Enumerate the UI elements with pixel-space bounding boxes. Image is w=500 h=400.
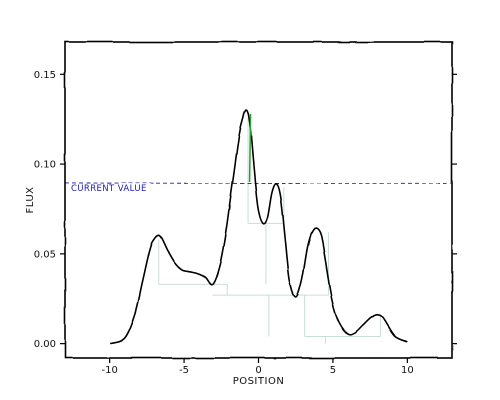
x-tick-label: 10 bbox=[401, 365, 414, 376]
y-tick-label: 0.10 bbox=[34, 160, 56, 171]
x-tick-label: 0 bbox=[255, 365, 261, 376]
x-tick-label: 5 bbox=[330, 365, 336, 376]
y-tick-label: 0.05 bbox=[34, 249, 56, 260]
y-axis-label: FLUX bbox=[25, 187, 36, 214]
reference-line bbox=[64, 182, 453, 185]
plot-area: CURRENT VALUE -10 -5 0 5 10 0.00 0.05 0.10 0.15 PO… bbox=[25, 41, 457, 387]
reference-line-label: CURRENT VALUE bbox=[71, 184, 147, 194]
y-tick-label: 0.15 bbox=[34, 70, 56, 81]
x-tick-label: -10 bbox=[101, 365, 117, 376]
axes-frame bbox=[64, 41, 453, 359]
x-axis-label: POSITION bbox=[233, 376, 285, 387]
peak-highlight bbox=[248, 113, 252, 183]
flux-series-line bbox=[109, 109, 408, 345]
x-tick-label: -5 bbox=[179, 365, 189, 376]
y-tick-label: 0.00 bbox=[34, 339, 56, 350]
